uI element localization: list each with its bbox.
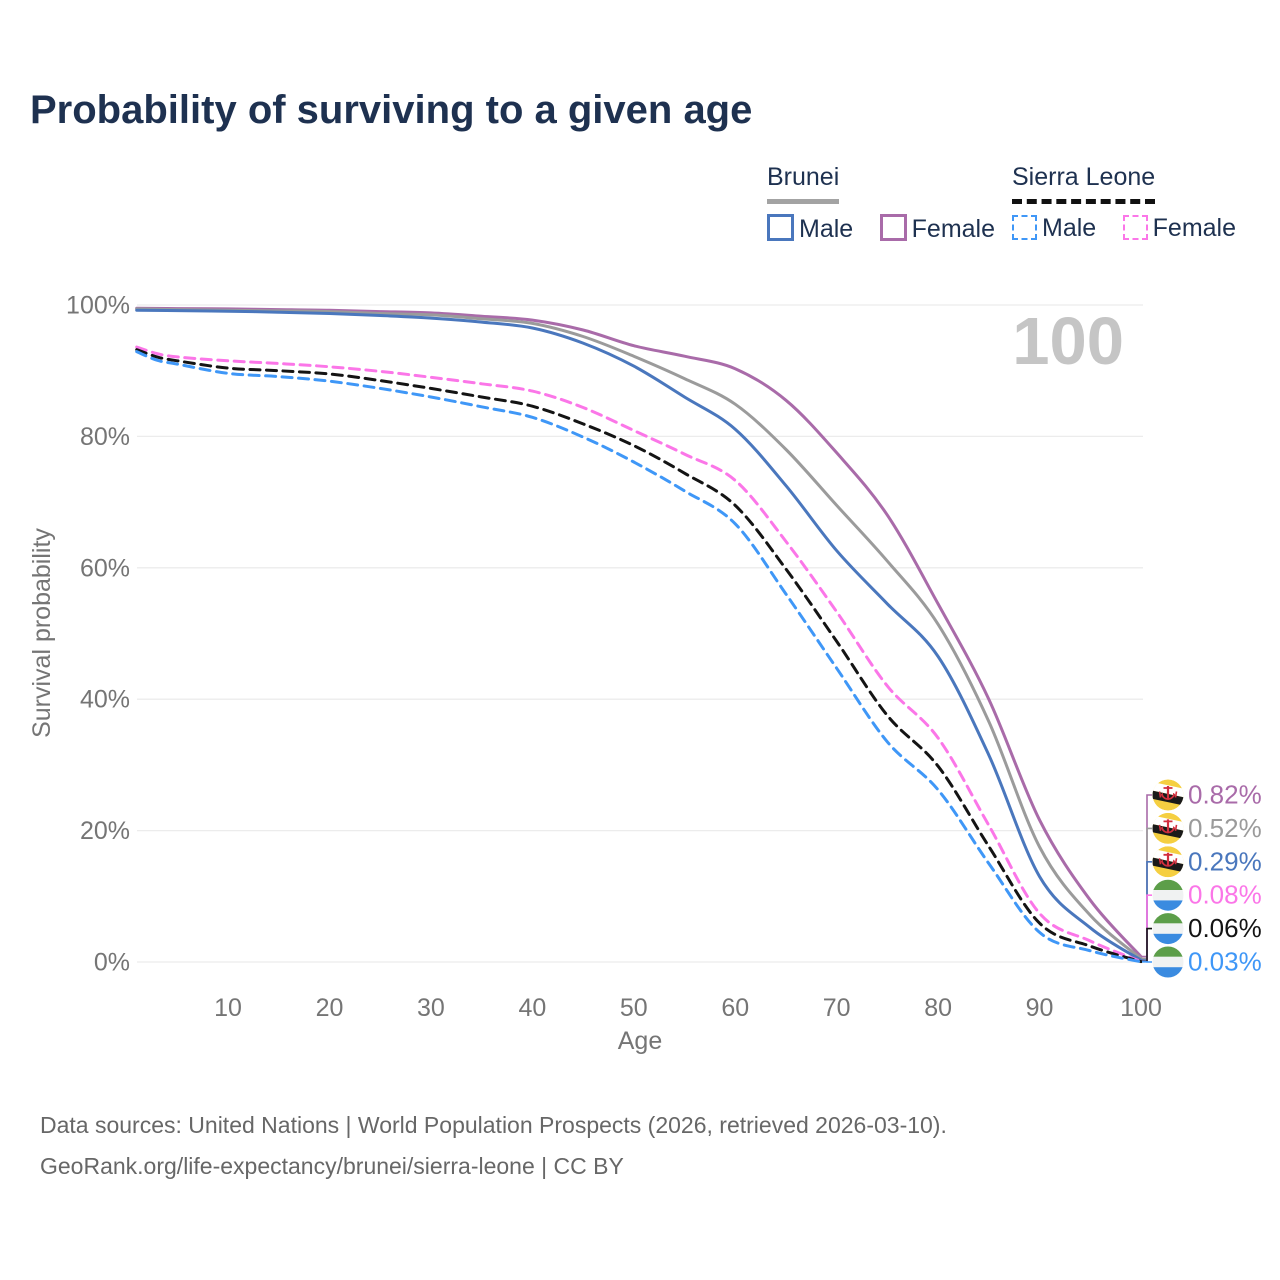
y-tick-label: 20% — [80, 817, 130, 845]
x-tick-label: 90 — [1026, 994, 1054, 1022]
age-watermark: 100 — [1012, 304, 1124, 379]
legend-item-brunei-female[interactable]: Female — [879, 214, 996, 244]
legend-item-brunei-male[interactable]: Male — [767, 214, 853, 244]
survival-probability-chart: 0% 20% 40% 60% 80% 100% 10 20 30 40 50 60 70 80 90 100 A… — [28, 292, 1262, 1056]
brunei-female-swatch-icon — [879, 214, 907, 241]
x-tick-label: 30 — [417, 994, 445, 1022]
x-tick-label: 50 — [620, 994, 648, 1022]
footer-attribution: Data sources: United Nations | World Pop… — [40, 1105, 947, 1187]
y-tick-label: 100% — [66, 292, 130, 320]
end-label-brunei-male: 0.29% — [1188, 846, 1262, 876]
curve-sierra-leone-total[interactable] — [135, 348, 1143, 964]
flag-icon-sierra-leone — [1152, 913, 1184, 945]
legend-item-sierra-leone-male[interactable]: Male — [1012, 214, 1096, 243]
x-tick-label: 100 — [1120, 994, 1162, 1022]
legend-group-brunei: Brunei Male Female — [767, 163, 995, 244]
curve-sierra-leone-female[interactable] — [135, 345, 1143, 963]
gridlines: 0% 20% 40% 60% 80% 100% 10 20 30 40 50 60 70 80 90 100 — [66, 292, 1162, 1023]
curve-brunei-female[interactable] — [135, 306, 1143, 959]
end-label-brunei-female: 0.82% — [1188, 780, 1262, 810]
legend-item-label: Male — [1042, 214, 1097, 242]
x-axis-title: Age — [618, 1027, 662, 1055]
curve-sierra-leone-male[interactable] — [135, 350, 1143, 964]
sierra-leone-male-swatch-icon — [1012, 215, 1037, 240]
flag-icon-brunei — [1152, 846, 1184, 878]
curve-brunei-total[interactable] — [135, 307, 1143, 961]
footer-data-sources: Data sources: United Nations | World Pop… — [40, 1112, 947, 1138]
series-curves — [135, 306, 1143, 964]
curve-brunei-male[interactable] — [135, 308, 1143, 962]
x-tick-label: 20 — [316, 994, 344, 1022]
x-tick-label: 70 — [823, 994, 851, 1022]
sierra-leone-female-swatch-icon — [1122, 215, 1148, 240]
legend-item-sierra-leone-female[interactable]: Female — [1122, 214, 1237, 243]
end-label-brunei-total: 0.52% — [1188, 813, 1262, 843]
footer-license-link[interactable]: GeoRank.org/life-expectancy/brunei/sierr… — [40, 1153, 624, 1179]
chart-legend: Brunei Male Female Sierra Leone Male Fem… — [0, 0, 1280, 250]
flag-icon-brunei — [1152, 812, 1184, 844]
y-tick-label: 60% — [80, 554, 130, 582]
legend-country-sierra-leone[interactable]: Sierra Leone — [1012, 163, 1156, 204]
y-tick-label: 80% — [80, 423, 130, 451]
legend-group-sierra-leone: Sierra Leone Male Female — [1012, 163, 1236, 243]
end-value-labels: 0.82%0.52%0.29% 0.08%0.06% 0.03% — [1142, 779, 1262, 978]
end-label-sierra-leone-male: 0.03% — [1188, 947, 1262, 977]
legend-country-brunei[interactable]: Brunei — [767, 163, 840, 204]
end-label-sierra-leone-total: 0.06% — [1188, 913, 1262, 943]
legend-item-label: Male — [799, 215, 854, 243]
x-tick-label: 80 — [924, 994, 952, 1022]
flag-icon-sierra-leone — [1152, 879, 1184, 911]
y-tick-label: 0% — [94, 949, 130, 977]
brunei-male-swatch-icon — [767, 214, 794, 241]
y-tick-label: 40% — [80, 686, 130, 714]
legend-item-label: Female — [911, 215, 996, 243]
end-label-sierra-leone-female: 0.08% — [1188, 880, 1262, 910]
flag-icon-brunei — [1152, 779, 1184, 811]
legend-item-label: Female — [1152, 214, 1237, 242]
x-tick-label: 10 — [214, 994, 242, 1022]
x-tick-label: 40 — [518, 994, 546, 1022]
flag-icon-sierra-leone — [1152, 946, 1184, 978]
y-axis-title: Survival probability — [28, 528, 56, 738]
x-tick-label: 60 — [721, 994, 749, 1022]
page-title: Probability of surviving to a given age — [30, 88, 753, 132]
